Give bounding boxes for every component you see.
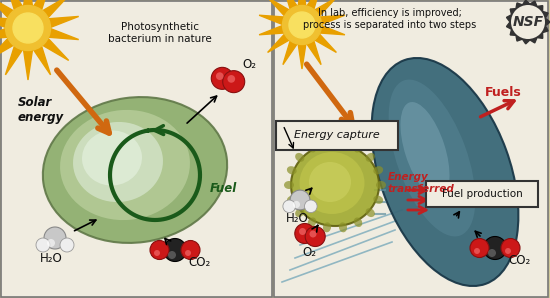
- Ellipse shape: [366, 153, 375, 162]
- Ellipse shape: [287, 195, 296, 204]
- Ellipse shape: [354, 218, 362, 227]
- Ellipse shape: [323, 138, 331, 148]
- Circle shape: [223, 71, 245, 93]
- Text: CO₂: CO₂: [188, 255, 210, 268]
- Ellipse shape: [354, 143, 362, 153]
- Text: Fuel: Fuel: [210, 181, 237, 195]
- Ellipse shape: [323, 222, 331, 232]
- Ellipse shape: [372, 58, 519, 286]
- Circle shape: [211, 67, 233, 89]
- Ellipse shape: [373, 195, 383, 204]
- Polygon shape: [259, 0, 345, 69]
- Polygon shape: [507, 0, 550, 44]
- Circle shape: [283, 5, 322, 44]
- Circle shape: [483, 237, 507, 260]
- Ellipse shape: [295, 153, 304, 162]
- FancyBboxPatch shape: [276, 121, 398, 150]
- FancyBboxPatch shape: [1, 1, 272, 297]
- Circle shape: [13, 13, 43, 43]
- Ellipse shape: [339, 138, 347, 148]
- Circle shape: [283, 200, 295, 212]
- Ellipse shape: [43, 97, 227, 243]
- Text: H₂O: H₂O: [40, 252, 63, 265]
- Text: CO₂: CO₂: [508, 254, 530, 266]
- Circle shape: [293, 201, 300, 208]
- Ellipse shape: [376, 181, 386, 189]
- Circle shape: [150, 240, 169, 260]
- Circle shape: [216, 72, 224, 80]
- Ellipse shape: [366, 208, 375, 217]
- Ellipse shape: [308, 143, 316, 153]
- Circle shape: [168, 251, 176, 259]
- Circle shape: [290, 190, 310, 210]
- Ellipse shape: [373, 166, 383, 174]
- Circle shape: [295, 224, 315, 243]
- FancyBboxPatch shape: [426, 181, 538, 207]
- Circle shape: [163, 238, 186, 262]
- Circle shape: [47, 239, 55, 247]
- Circle shape: [501, 238, 520, 257]
- Text: In lab, efficiency is improved;
process is separated into two steps: In lab, efficiency is improved; process …: [304, 8, 477, 30]
- Circle shape: [470, 238, 489, 257]
- Ellipse shape: [287, 166, 296, 174]
- Ellipse shape: [284, 181, 294, 189]
- Text: Fuels: Fuels: [485, 86, 522, 99]
- Circle shape: [228, 75, 235, 83]
- Text: Fuel production: Fuel production: [442, 189, 522, 199]
- Circle shape: [44, 227, 66, 249]
- Text: Energy
transferred: Energy transferred: [388, 172, 455, 194]
- Text: Solar
energy: Solar energy: [18, 96, 64, 124]
- Circle shape: [289, 12, 315, 38]
- Polygon shape: [0, 0, 79, 80]
- Ellipse shape: [400, 102, 449, 198]
- Text: NSF: NSF: [513, 15, 543, 29]
- Text: O₂: O₂: [302, 246, 316, 260]
- Circle shape: [299, 228, 306, 235]
- Circle shape: [181, 240, 200, 260]
- Ellipse shape: [300, 152, 365, 214]
- Circle shape: [60, 238, 74, 252]
- Text: H₂O: H₂O: [286, 212, 309, 224]
- Ellipse shape: [295, 208, 304, 217]
- Circle shape: [36, 238, 50, 252]
- Ellipse shape: [82, 131, 142, 186]
- Circle shape: [305, 200, 317, 212]
- Ellipse shape: [291, 144, 379, 226]
- Circle shape: [505, 248, 511, 254]
- Ellipse shape: [389, 80, 475, 236]
- Circle shape: [488, 249, 496, 257]
- Circle shape: [154, 250, 160, 256]
- Ellipse shape: [339, 222, 347, 232]
- Circle shape: [185, 250, 191, 256]
- Ellipse shape: [309, 162, 351, 202]
- Circle shape: [6, 5, 51, 50]
- Ellipse shape: [73, 122, 163, 202]
- Ellipse shape: [60, 110, 190, 220]
- Circle shape: [305, 226, 325, 246]
- Ellipse shape: [308, 218, 316, 227]
- Circle shape: [310, 230, 316, 238]
- Text: Energy capture: Energy capture: [294, 130, 380, 140]
- Circle shape: [511, 5, 545, 39]
- Circle shape: [474, 248, 480, 254]
- Text: O₂: O₂: [242, 58, 256, 71]
- FancyBboxPatch shape: [274, 1, 548, 297]
- Text: Photosynthetic
bacterium in nature: Photosynthetic bacterium in nature: [108, 22, 212, 44]
